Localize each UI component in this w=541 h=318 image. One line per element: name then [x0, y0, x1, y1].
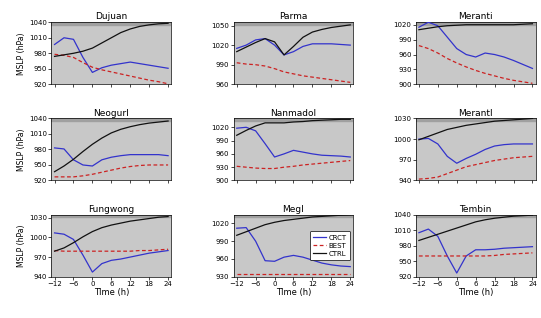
- Bar: [234, 118, 353, 121]
- Y-axis label: MSLP (hPa): MSLP (hPa): [17, 225, 27, 267]
- Bar: [415, 118, 536, 121]
- Title: Meranti: Meranti: [458, 12, 493, 22]
- Y-axis label: MSLP (hPa): MSLP (hPa): [17, 32, 27, 74]
- Bar: [234, 22, 353, 25]
- Title: Nanmadol: Nanmadol: [270, 109, 316, 118]
- Title: Dujuan: Dujuan: [95, 12, 128, 22]
- Title: Neogurl: Neogurl: [94, 109, 129, 118]
- Bar: [51, 22, 171, 25]
- Bar: [51, 118, 171, 121]
- Bar: [51, 215, 171, 217]
- X-axis label: TIme (h): TIme (h): [276, 288, 311, 297]
- Bar: [415, 22, 536, 25]
- Legend: CRCT, BEST, CTRL: CRCT, BEST, CTRL: [309, 231, 350, 260]
- X-axis label: TIme (h): TIme (h): [458, 288, 493, 297]
- Title: Tembin: Tembin: [459, 205, 492, 214]
- Y-axis label: MSLP (hPa): MSLP (hPa): [17, 128, 27, 171]
- Title: Fungwong: Fungwong: [88, 205, 135, 214]
- X-axis label: TIme (h): TIme (h): [94, 288, 129, 297]
- Bar: [415, 215, 536, 217]
- Bar: [234, 215, 353, 217]
- Title: MerantI: MerantI: [458, 109, 493, 118]
- Title: Megl: Megl: [282, 205, 305, 214]
- Title: Parma: Parma: [279, 12, 308, 22]
